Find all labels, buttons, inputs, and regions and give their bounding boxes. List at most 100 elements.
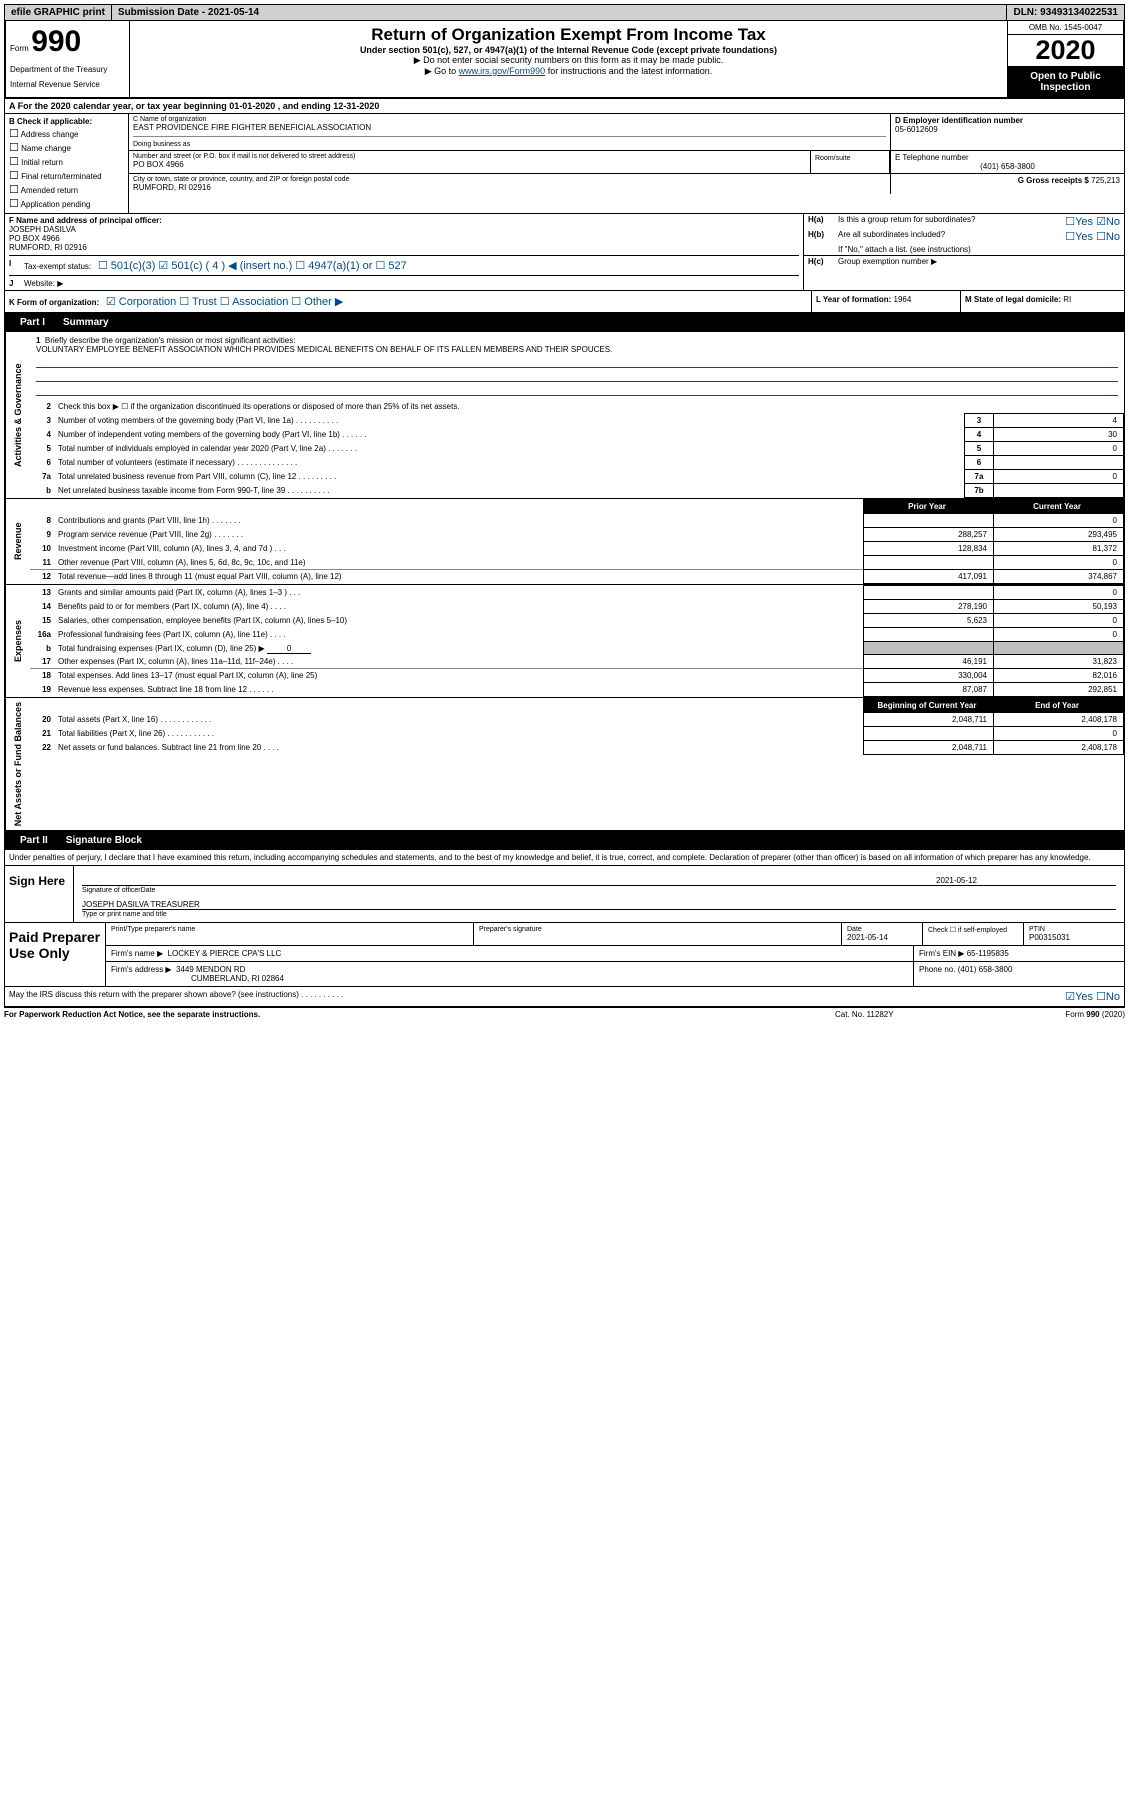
cb-amended-return[interactable]: ☐ Amended return bbox=[9, 183, 124, 196]
city-label: City or town, state or province, country… bbox=[133, 176, 886, 183]
goto-prefix: ▶ Go to bbox=[425, 66, 459, 76]
mission-rule-1 bbox=[36, 356, 1118, 368]
cb-application-pending[interactable]: ☐ Application pending bbox=[9, 197, 124, 210]
cb-initial-return[interactable]: ☐ Initial return bbox=[9, 155, 124, 168]
gross-receipts-value: 725,213 bbox=[1091, 176, 1120, 185]
box-b: B Check if applicable: ☐ Address change … bbox=[5, 114, 129, 213]
form-subtitle-2: ▶ Do not enter social security numbers o… bbox=[136, 55, 1001, 66]
box-b-header: B Check if applicable: bbox=[9, 117, 124, 126]
l14-current: 50,193 bbox=[994, 600, 1124, 614]
form-of-org-options[interactable]: ☑ Corporation ☐ Trust ☐ Association ☐ Ot… bbox=[106, 296, 343, 308]
l6-num: 6 bbox=[30, 456, 55, 470]
submission-date: Submission Date - 2021-05-14 bbox=[112, 5, 1008, 20]
l18-prior: 330,004 bbox=[864, 669, 994, 683]
l8-num: 8 bbox=[30, 514, 55, 528]
box-c-name: C Name of organization EAST PROVIDENCE F… bbox=[129, 114, 891, 150]
firm-ein: 65-1195835 bbox=[967, 949, 1009, 958]
beginning-year-hdr: Beginning of Current Year bbox=[864, 699, 994, 713]
expenses-section: Expenses 13 Grants and similar amounts p… bbox=[4, 585, 1125, 698]
l11-desc: Other revenue (Part VIII, column (A), li… bbox=[55, 556, 864, 570]
signature-declaration: Under penalties of perjury, I declare th… bbox=[4, 850, 1125, 866]
box-m: M State of legal domicile: RI bbox=[961, 291, 1124, 312]
l21-desc: Total liabilities (Part X, line 26) . . … bbox=[55, 727, 864, 741]
prep-date: 2021-05-14 bbox=[847, 933, 917, 942]
efile-label[interactable]: efile GRAPHIC print bbox=[5, 5, 112, 20]
self-employed-check[interactable]: Check ☐ if self-employed bbox=[928, 926, 1018, 934]
signature-date: 2021-05-12 bbox=[936, 876, 1116, 885]
l19-num: 19 bbox=[30, 683, 55, 697]
l3-val: 4 bbox=[994, 414, 1124, 428]
paperwork-notice: For Paperwork Reduction Act Notice, see … bbox=[4, 1010, 835, 1019]
hc-label: H(c) bbox=[808, 257, 838, 266]
l3-box: 3 bbox=[965, 414, 994, 428]
ptin-label: PTIN bbox=[1029, 926, 1119, 933]
hb-yesno[interactable]: ☐Yes ☐No bbox=[1035, 230, 1120, 243]
omb-number: OMB No. 1545-0047 bbox=[1008, 21, 1123, 35]
l13-prior bbox=[864, 586, 994, 600]
website-label: Website: ▶ bbox=[24, 279, 63, 288]
tax-exempt-status: Tax-exempt status: ☐ 501(c)(3) ☑ 501(c) … bbox=[24, 259, 407, 272]
form-header: Form 990 Department of the Treasury Inte… bbox=[4, 21, 1125, 99]
net-assets-section: Net Assets or Fund Balances Beginning of… bbox=[4, 698, 1125, 831]
signature-label: Signature of officer bbox=[82, 887, 141, 894]
firm-name-label: Firm's name ▶ bbox=[111, 949, 163, 958]
signer-name-title: JOSEPH DASILVA TREASURER bbox=[82, 900, 1116, 909]
form-page-ref: Form 990 (2020) bbox=[1005, 1010, 1125, 1019]
l4-desc: Number of independent voting members of … bbox=[55, 428, 965, 442]
officer-signature-line[interactable] bbox=[82, 876, 936, 885]
ptin-value: P00315031 bbox=[1029, 933, 1119, 942]
firm-phone-label: Phone no. bbox=[919, 965, 955, 974]
irs-label: Internal Revenue Service bbox=[10, 80, 125, 89]
box-h: H(a) Is this a group return for subordin… bbox=[804, 214, 1124, 290]
part-2-header: Part II Signature Block bbox=[4, 831, 1125, 850]
l20-desc: Total assets (Part X, line 16) . . . . .… bbox=[55, 713, 864, 727]
section-klm: K Form of organization: ☑ Corporation ☐ … bbox=[4, 291, 1125, 313]
officer-addr2: RUMFORD, RI 02916 bbox=[9, 243, 799, 252]
l19-desc: Revenue less expenses. Subtract line 18 … bbox=[55, 683, 864, 697]
l6-desc: Total number of volunteers (estimate if … bbox=[55, 456, 965, 470]
discuss-text: May the IRS discuss this return with the… bbox=[9, 990, 343, 1003]
l16b-underlined: 0 bbox=[267, 644, 311, 654]
l14-num: 14 bbox=[30, 600, 55, 614]
form-number: 990 bbox=[31, 25, 81, 58]
l21-end: 0 bbox=[994, 727, 1124, 741]
box-c-city: City or town, state or province, country… bbox=[129, 174, 891, 194]
l17-num: 17 bbox=[30, 655, 55, 669]
cb-final-return[interactable]: ☐ Final return/terminated bbox=[9, 169, 124, 182]
discuss-yesno[interactable]: ☑Yes ☐No bbox=[1065, 990, 1120, 1003]
l7a-val: 0 bbox=[994, 470, 1124, 484]
l10-prior: 128,834 bbox=[864, 542, 994, 556]
l16b-num: b bbox=[30, 642, 55, 655]
current-year-hdr: Current Year bbox=[994, 500, 1124, 514]
instructions-link[interactable]: www.irs.gov/Form990 bbox=[459, 66, 546, 76]
box-e: E Telephone number (401) 658-3800 bbox=[891, 151, 1124, 173]
mission-num: 1 bbox=[36, 336, 40, 345]
l7a-box: 7a bbox=[965, 470, 994, 484]
tax-exempt-options[interactable]: ☐ 501(c)(3) ☑ 501(c) ( 4 ) ◀ (insert no.… bbox=[98, 260, 407, 272]
side-net-assets: Net Assets or Fund Balances bbox=[5, 698, 30, 830]
hb-text: Are all subordinates included? bbox=[838, 230, 1035, 243]
l11-current: 0 bbox=[994, 556, 1124, 570]
box-c-address: Number and street (or P.O. box if mail i… bbox=[129, 151, 810, 173]
addr-label: Number and street (or P.O. box if mail i… bbox=[133, 153, 806, 160]
mission-box: 1 Briefly describe the organization's mi… bbox=[30, 332, 1124, 400]
l22-end: 2,408,178 bbox=[994, 741, 1124, 755]
l16a-prior bbox=[864, 628, 994, 642]
l20-num: 20 bbox=[30, 713, 55, 727]
open-to-public: Open to Public Inspection bbox=[1008, 67, 1123, 97]
mission-text: VOLUNTARY EMPLOYEE BENEFIT ASSOCIATION W… bbox=[36, 345, 612, 354]
cb-name-change[interactable]: ☐ Name change bbox=[9, 141, 124, 154]
l7a-num: 7a bbox=[30, 470, 55, 484]
room-suite: Room/suite bbox=[810, 151, 890, 173]
l10-num: 10 bbox=[30, 542, 55, 556]
ha-yesno[interactable]: ☐Yes ☑No bbox=[1035, 215, 1120, 228]
part-1-title: Summary bbox=[63, 317, 109, 328]
year-formation: 1964 bbox=[894, 295, 912, 304]
form-year-box: OMB No. 1545-0047 2020 Open to Public In… bbox=[1007, 21, 1123, 97]
cb-address-change[interactable]: ☐ Address change bbox=[9, 127, 124, 140]
l10-current: 81,372 bbox=[994, 542, 1124, 556]
side-expenses: Expenses bbox=[5, 585, 30, 697]
l14-prior: 278,190 bbox=[864, 600, 994, 614]
l16a-num: 16a bbox=[30, 628, 55, 642]
l8-desc: Contributions and grants (Part VIII, lin… bbox=[55, 514, 864, 528]
